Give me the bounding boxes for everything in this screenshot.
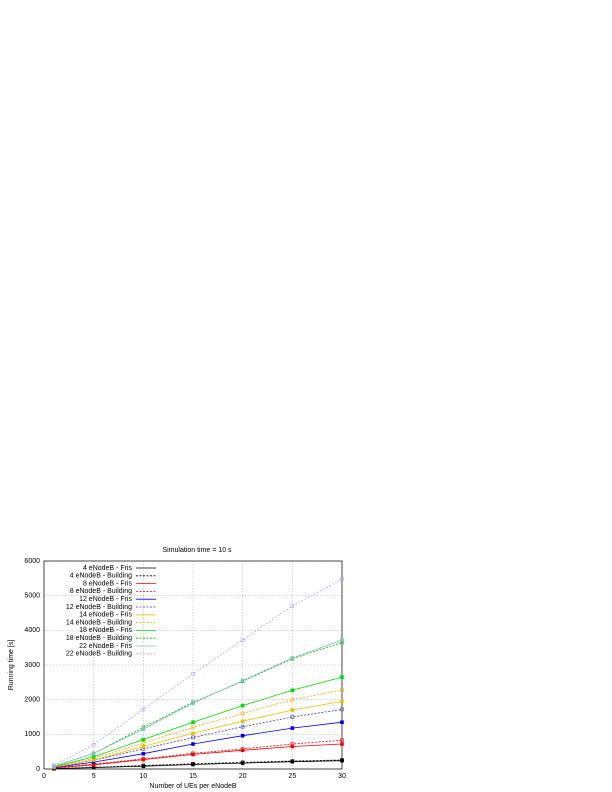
point xyxy=(290,656,295,660)
chart-title: Simulation time = 10 s xyxy=(162,547,232,554)
legend-label: 12 eNodeB - Fris xyxy=(79,596,132,603)
y-tick-label: 2000 xyxy=(24,697,40,704)
x-tick-label: 25 xyxy=(288,773,296,780)
legend-label: 18 eNodeB - Fris xyxy=(79,627,132,634)
legend-label: 14 eNodeB - Fris xyxy=(79,612,132,619)
point xyxy=(141,727,146,731)
x-tick-label: 5 xyxy=(92,773,96,780)
point xyxy=(290,715,295,719)
series-line xyxy=(53,709,343,768)
legend-label: 22 eNodeB - Fris xyxy=(79,643,132,650)
point xyxy=(91,751,96,756)
x-tick-label: 15 xyxy=(189,773,197,780)
point xyxy=(141,707,146,712)
point xyxy=(240,711,245,716)
point xyxy=(340,742,344,746)
legend-label: 14 eNodeB - Building xyxy=(66,619,132,626)
series-line xyxy=(53,689,343,768)
point xyxy=(340,688,344,692)
series-line xyxy=(53,639,343,767)
point xyxy=(240,760,245,765)
point xyxy=(290,742,295,746)
point xyxy=(290,604,295,608)
point xyxy=(191,671,195,676)
point xyxy=(240,678,245,683)
legend-label: 4 eNodeB - Building xyxy=(70,573,132,580)
point xyxy=(240,719,245,723)
point xyxy=(340,720,344,725)
x-tick-label: 10 xyxy=(139,773,147,780)
point xyxy=(191,761,195,766)
point xyxy=(52,763,56,768)
legend-label: 4 eNodeB - Fris xyxy=(83,565,133,572)
point xyxy=(141,757,146,761)
point xyxy=(240,733,245,738)
point xyxy=(290,708,295,712)
point xyxy=(240,747,245,751)
point xyxy=(290,744,295,749)
y-tick-label: 6000 xyxy=(24,558,40,565)
y-tick-label: 0 xyxy=(36,766,40,773)
point xyxy=(340,577,344,581)
y-tick-label: 3000 xyxy=(24,662,40,669)
point xyxy=(191,751,195,756)
point xyxy=(340,675,344,679)
point xyxy=(290,759,295,763)
point xyxy=(141,741,146,745)
point xyxy=(240,724,245,729)
x-tick-label: 20 xyxy=(239,773,247,780)
legend-label: 8 eNodeB - Fris xyxy=(83,580,133,587)
y-axis-label: Running time [s] xyxy=(8,640,15,691)
y-tick-label: 5000 xyxy=(24,593,40,600)
plot-frame xyxy=(43,560,343,770)
point xyxy=(340,699,344,704)
series-line xyxy=(53,642,343,767)
point xyxy=(191,735,195,740)
series-line xyxy=(53,739,343,769)
legend-label: 18 eNodeB - Building xyxy=(66,635,132,642)
point xyxy=(191,742,195,746)
y-tick-label: 1000 xyxy=(24,731,40,738)
point xyxy=(191,731,195,736)
point xyxy=(240,638,245,642)
point xyxy=(290,688,295,693)
point xyxy=(290,726,295,730)
point xyxy=(240,703,245,708)
y-tick-label: 4000 xyxy=(24,627,40,634)
point xyxy=(191,701,195,705)
x-tick-label: 30 xyxy=(338,773,346,780)
point xyxy=(340,707,344,712)
point xyxy=(141,751,146,756)
point xyxy=(141,763,146,768)
point xyxy=(141,744,146,749)
point xyxy=(91,755,96,759)
point xyxy=(91,742,96,747)
x-axis-label: Number of UEs per eNodeB xyxy=(149,783,236,790)
point xyxy=(340,638,344,642)
point xyxy=(340,738,344,743)
series-line xyxy=(53,578,343,766)
point xyxy=(290,697,295,702)
legend-label: 22 eNodeB - Building xyxy=(66,651,132,658)
point xyxy=(141,737,146,742)
x-tick-label: 0 xyxy=(42,773,46,780)
legend-label: 12 eNodeB - Building xyxy=(66,604,132,611)
point xyxy=(191,725,195,730)
point xyxy=(191,720,195,725)
series-line xyxy=(53,759,343,769)
legend-label: 8 eNodeB - Building xyxy=(70,588,132,595)
point xyxy=(340,758,344,762)
